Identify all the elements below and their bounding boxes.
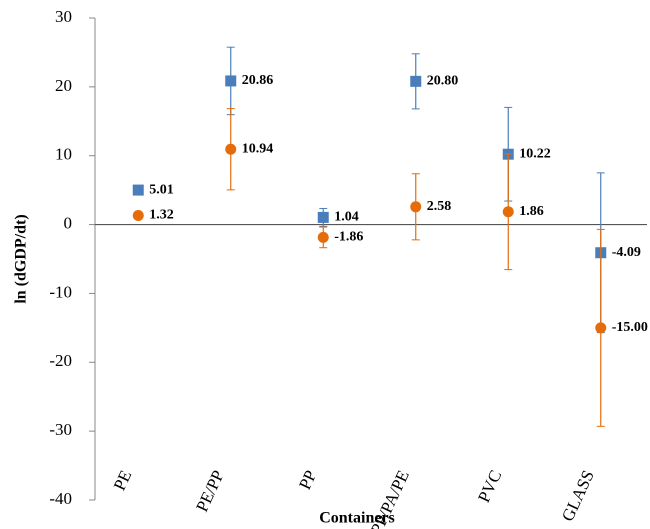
x-tick-label: GLASS: [558, 467, 598, 524]
value-label: -4.09: [612, 245, 641, 260]
value-label: 20.86: [242, 73, 274, 88]
y-tick-label: -20: [49, 351, 72, 370]
value-label: 5.01: [149, 182, 174, 197]
x-tick-label: PE: [110, 467, 136, 493]
y-tick-label: 10: [55, 145, 72, 164]
value-label: 10.22: [519, 146, 551, 161]
value-label: -1.86: [334, 230, 363, 245]
value-label: 10.94: [242, 141, 274, 156]
x-tick-label: PE/PP: [192, 467, 228, 514]
y-tick-label: -30: [49, 420, 72, 439]
marker: [317, 231, 329, 243]
x-tick-label: PP/PA/PE: [367, 467, 413, 529]
value-label: 2.58: [427, 199, 452, 214]
y-tick-label: -40: [49, 489, 72, 508]
marker: [132, 184, 144, 196]
y-tick-label: 30: [55, 7, 72, 26]
x-tick-label: PVC: [474, 467, 505, 505]
marker: [317, 211, 329, 223]
value-label: -15.00: [612, 320, 648, 335]
value-label: 20.80: [427, 74, 459, 89]
y-tick-label: -10: [49, 282, 72, 301]
value-label: 1.04: [334, 210, 359, 225]
marker: [410, 201, 422, 213]
marker: [502, 206, 514, 218]
marker: [225, 143, 237, 155]
x-tick-label: PP: [295, 467, 320, 492]
marker: [225, 75, 237, 87]
marker: [410, 75, 422, 87]
y-tick-label: 0: [64, 213, 73, 232]
x-axis-title: Containers: [319, 510, 395, 527]
y-axis-title: ln (dGDP/dt): [13, 214, 30, 303]
value-label: 1.32: [149, 208, 174, 223]
marker: [132, 209, 144, 221]
y-tick-label: 20: [55, 76, 72, 95]
marker: [595, 322, 607, 334]
value-label: 1.86: [519, 204, 544, 219]
